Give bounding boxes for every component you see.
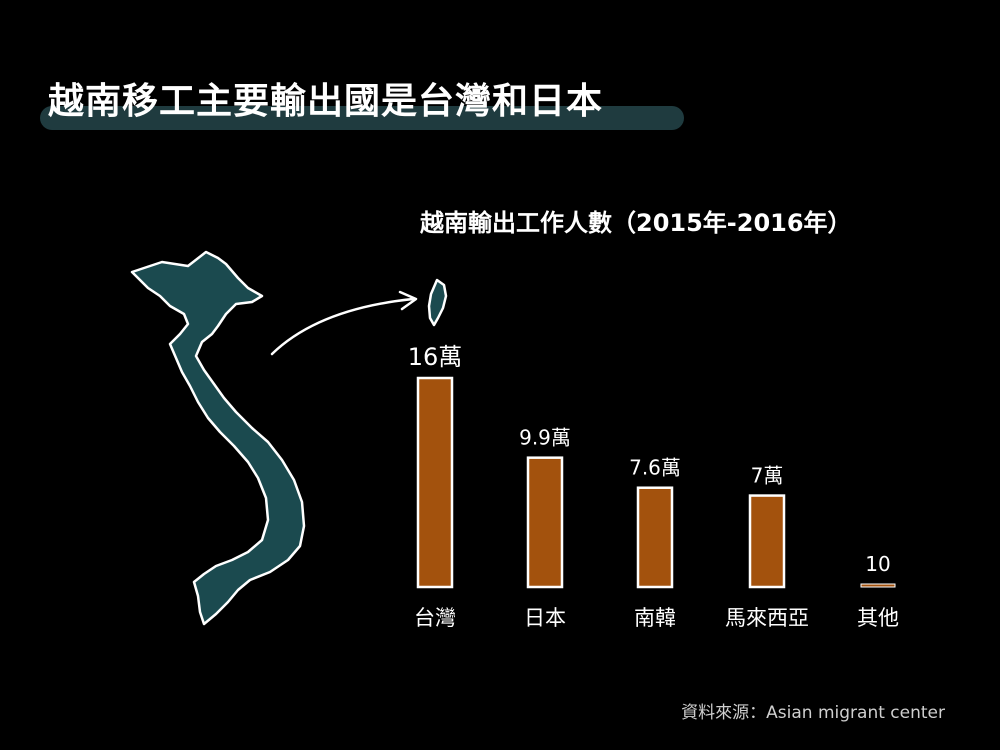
data-label-1: 9.9萬 [519,426,571,450]
chart-title: 越南輸出工作人數（2015年-2016年） [420,209,852,237]
category-label-2: 南韓 [634,606,676,630]
bar-4 [860,583,896,588]
title-block: 越南移工主要輸出國是台灣和日本 [40,72,684,130]
data-label-2: 7.6萬 [629,456,681,480]
bar-3 [748,494,786,589]
page-title: 越南移工主要輸出國是台灣和日本 [48,81,604,122]
bar-1 [526,456,564,589]
title-highlight [40,106,684,130]
category-label-0: 台灣 [414,606,456,630]
bar-0 [416,376,454,589]
arrow-head-icon [398,290,418,311]
data-label-4: 10 [865,552,890,576]
arrow-icon [270,297,415,356]
category-label-3: 馬來西亞 [725,606,809,630]
category-label-4: 其他 [857,606,899,630]
taiwan-map-icon [427,278,448,327]
source-note: 資料來源：Asian migrant center [681,703,945,723]
data-label-3: 7萬 [751,464,784,488]
vietnam-map-icon [130,250,306,626]
bar-2 [636,486,674,589]
category-label-1: 日本 [524,606,566,630]
data-label-0: 16萬 [408,343,463,371]
